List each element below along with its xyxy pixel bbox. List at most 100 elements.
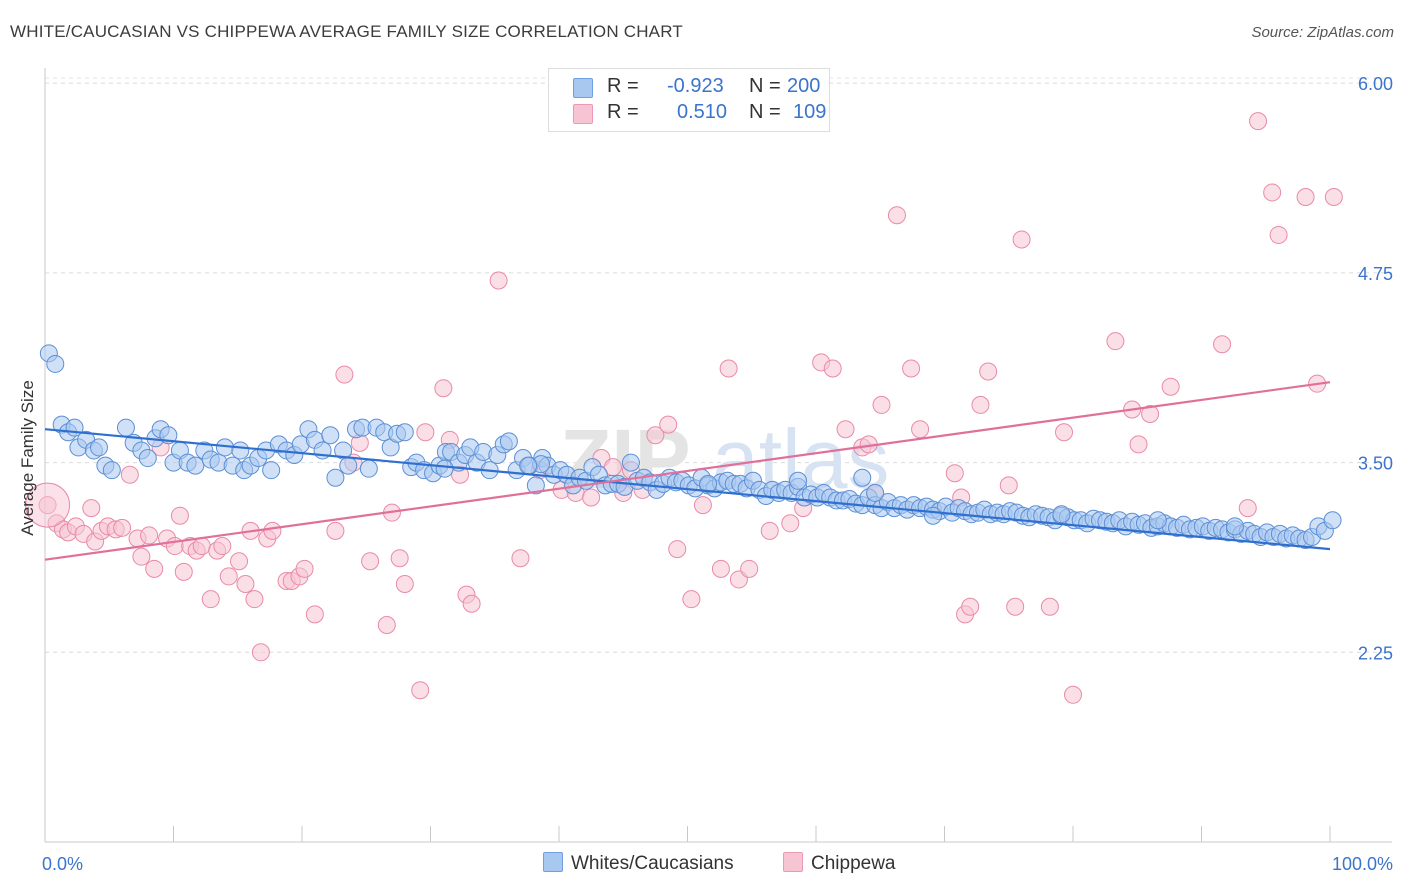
legend-n-label: N = (749, 75, 781, 97)
trend-lines (44, 381, 1331, 561)
y-tick-labels: 2.25 3.50 4.75 6.00 (1358, 74, 1393, 663)
bottom-legend-swatch-blue (543, 852, 563, 872)
whites-point (395, 423, 414, 442)
legend-swatch-blue (573, 78, 593, 98)
whites-point (1052, 505, 1071, 524)
chippewa-point (462, 594, 481, 613)
chippewa-point (411, 681, 430, 700)
chippewa-point (251, 643, 270, 662)
whites-point (866, 483, 885, 502)
chippewa-point (711, 559, 730, 578)
bottom-legend-swatch-pink (783, 852, 803, 872)
chippewa-point (82, 499, 101, 518)
whites-trend-line (44, 428, 1331, 551)
whites-point (499, 432, 518, 451)
chippewa-point (1141, 405, 1160, 424)
whites-point (138, 449, 157, 468)
chippewa-point (1161, 377, 1180, 396)
chippewa-point (945, 464, 964, 483)
chippewa-point (1238, 499, 1257, 518)
chippewa-point (201, 590, 220, 609)
chippewa-point (390, 549, 409, 568)
y-tick-label: 6.00 (1358, 74, 1393, 94)
whites-point (186, 456, 205, 475)
whites-point (89, 438, 108, 457)
chippewa-point (213, 537, 232, 556)
chippewa-point (682, 590, 701, 609)
legend-r-label: R = (607, 101, 639, 123)
chippewa-point (295, 559, 314, 578)
whites-point (359, 459, 378, 478)
whites-point (435, 459, 454, 478)
chippewa-point (760, 521, 779, 540)
chippewa-point (719, 359, 738, 378)
chippewa-point (236, 575, 255, 593)
whites-point (699, 474, 718, 493)
chippewa-point (245, 590, 264, 609)
chippewa-point (1324, 188, 1343, 206)
bottom-legend-label: Chippewa (811, 853, 896, 874)
chippewa-point (140, 526, 159, 545)
chippewa-point (230, 552, 249, 571)
chippewa-point (170, 506, 189, 525)
chippewa-point (1012, 230, 1031, 249)
chippewa-point (1040, 597, 1059, 616)
whites-point (519, 456, 538, 475)
whites-point (621, 453, 640, 472)
chippewa-point (1249, 112, 1268, 131)
chippewa-point (979, 362, 998, 381)
chippewa-point (1064, 685, 1082, 704)
chippewa-point (335, 365, 354, 384)
x-tick-label-max: 100.0% (1332, 854, 1393, 874)
legend-r-value: 0.510 (677, 101, 728, 123)
legend-n-value: 200 (787, 75, 821, 97)
y-tick-label: 3.50 (1358, 454, 1393, 474)
chippewa-point (781, 514, 800, 533)
legend-n-label: N = (749, 101, 781, 123)
x-tick-label-min: 0.0% (42, 854, 83, 874)
whites-point (231, 441, 250, 460)
whites-point (339, 456, 358, 475)
y-tick-label: 4.75 (1358, 264, 1393, 284)
chippewa-point (395, 575, 414, 593)
chippewa-point (1006, 597, 1025, 616)
whites-points (39, 344, 1342, 549)
legend-r-label: R = (607, 75, 639, 97)
chippewa-point (872, 395, 891, 414)
chippewa-point (911, 420, 930, 439)
chippewa-point (305, 605, 324, 624)
legend-swatch-pink (573, 104, 593, 124)
whites-point (1225, 517, 1244, 536)
chippewa-trend-line (44, 381, 1331, 561)
whites-point (923, 506, 942, 525)
legend-r-value: -0.923 (667, 75, 724, 97)
chippewa-point (961, 597, 980, 616)
chippewa-point (120, 465, 139, 484)
whites-point (1148, 511, 1167, 530)
chippewa-point (1213, 335, 1232, 354)
chippewa-point (999, 476, 1018, 495)
chippewa-point (887, 206, 906, 225)
chippewa-point (416, 423, 435, 442)
y-axis-label: Average Family Size (18, 380, 37, 536)
chippewa-point (836, 420, 855, 439)
chippewa-points (25, 112, 1343, 704)
whites-point (321, 426, 340, 445)
chippewa-point (113, 518, 132, 537)
chippewa-point (646, 426, 665, 445)
chippewa-point (132, 547, 151, 566)
chippewa-point (740, 559, 759, 578)
chippewa-point-large (25, 482, 71, 528)
chippewa-point (971, 395, 990, 414)
chippewa-point (361, 552, 380, 571)
chippewa-point (145, 559, 164, 578)
y-tick-label: 2.25 (1358, 643, 1393, 663)
chippewa-point (659, 415, 678, 434)
x-tick-labels: 0.0% 100.0% (42, 854, 1393, 874)
chippewa-point (489, 271, 508, 290)
bottom-legend-label: Whites/Caucasians (571, 853, 734, 874)
chippewa-point (693, 496, 712, 515)
whites-point (102, 461, 121, 480)
chippewa-point (192, 537, 211, 556)
